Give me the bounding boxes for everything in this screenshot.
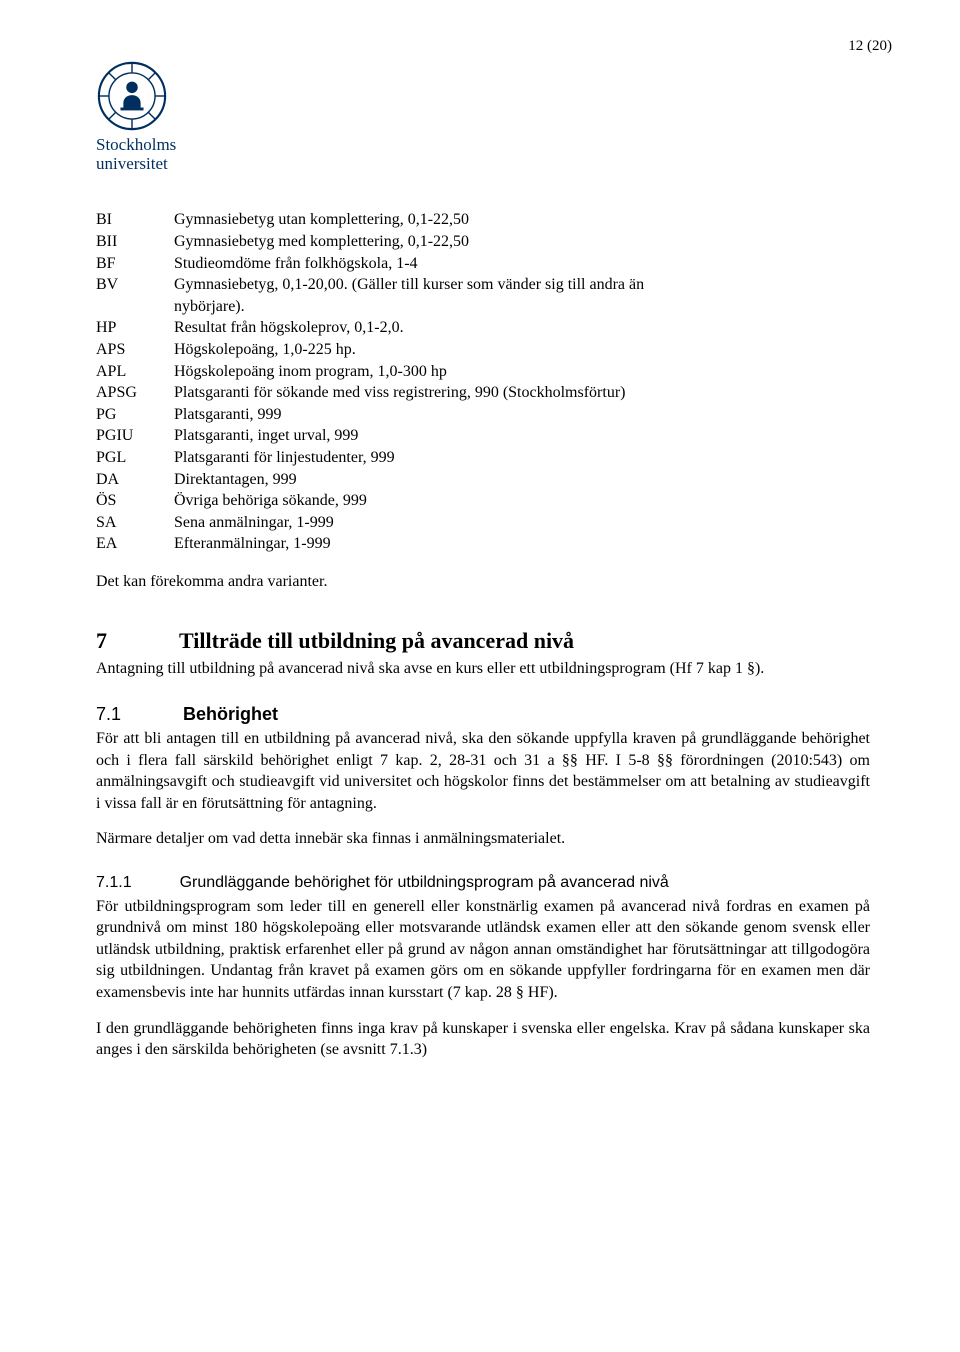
page-number: 12 (20) — [848, 36, 892, 56]
def-code: BF — [96, 253, 174, 275]
def-desc: Platsgaranti, inget urval, 999 — [174, 425, 870, 447]
def-desc: Studieomdöme från folkhögskola, 1-4 — [174, 253, 870, 275]
def-row: nybörjare). — [96, 296, 870, 318]
def-code: DA — [96, 469, 174, 491]
section-7-1-body: För att bli antagen till en utbildning p… — [96, 728, 870, 814]
def-desc: Sena anmälningar, 1-999 — [174, 512, 870, 534]
def-row: PGLPlatsgaranti för linjestudenter, 999 — [96, 447, 870, 469]
def-row: SASena anmälningar, 1-999 — [96, 512, 870, 534]
def-code: BI — [96, 209, 174, 231]
section-number: 7.1 — [96, 702, 121, 726]
def-code: HP — [96, 317, 174, 339]
def-desc: Gymnasiebetyg, 0,1-20,00. (Gäller till k… — [174, 274, 870, 296]
logo-line2: universitet — [96, 155, 176, 174]
def-row: EAEfteranmälningar, 1-999 — [96, 533, 870, 555]
def-desc: Direktantagen, 999 — [174, 469, 870, 491]
def-row: APSHögskolepoäng, 1,0-225 hp. — [96, 339, 870, 361]
def-row: PGPlatsgaranti, 999 — [96, 404, 870, 426]
def-row: HPResultat från högskoleprov, 0,1-2,0. — [96, 317, 870, 339]
def-code: APL — [96, 361, 174, 383]
def-row: APSGPlatsgaranti för sökande med viss re… — [96, 382, 870, 404]
def-code: SA — [96, 512, 174, 534]
def-code: ÖS — [96, 490, 174, 512]
section-title: Grundläggande behörighet för utbildnings… — [180, 872, 669, 894]
def-code: PGIU — [96, 425, 174, 447]
def-row: BFStudieomdöme från folkhögskola, 1-4 — [96, 253, 870, 275]
def-code: APS — [96, 339, 174, 361]
def-desc: Platsgaranti för linjestudenter, 999 — [174, 447, 870, 469]
section-7-1-body2: Närmare detaljer om vad detta innebär sk… — [96, 828, 870, 850]
definitions-list: BIGymnasiebetyg utan komplettering, 0,1-… — [96, 209, 870, 555]
def-row: APLHögskolepoäng inom program, 1,0-300 h… — [96, 361, 870, 383]
university-logo: Stockholms universitet — [96, 60, 870, 173]
section-7-intro: Antagning till utbildning på avancerad n… — [96, 658, 870, 680]
crest-icon — [96, 60, 168, 132]
section-7-1-heading: 7.1 Behörighet — [96, 702, 870, 726]
def-desc: Platsgaranti, 999 — [174, 404, 870, 426]
section-7-heading: 7 Tillträde till utbildning på avancerad… — [96, 626, 870, 656]
variants-note: Det kan förekomma andra varianter. — [96, 571, 870, 593]
section-7-1-1-heading: 7.1.1 Grundläggande behörighet för utbil… — [96, 872, 870, 894]
def-row: DADirektantagen, 999 — [96, 469, 870, 491]
def-desc: Högskolepoäng inom program, 1,0-300 hp — [174, 361, 870, 383]
def-desc: Resultat från högskoleprov, 0,1-2,0. — [174, 317, 870, 339]
def-row: BVGymnasiebetyg, 0,1-20,00. (Gäller till… — [96, 274, 870, 296]
def-desc: Högskolepoäng, 1,0-225 hp. — [174, 339, 870, 361]
section-7-1-1-body: För utbildningsprogram som leder till en… — [96, 896, 870, 1004]
logo-text: Stockholms universitet — [96, 136, 176, 173]
def-code: BV — [96, 274, 174, 296]
def-desc: Gymnasiebetyg utan komplettering, 0,1-22… — [174, 209, 870, 231]
section-title: Behörighet — [183, 702, 278, 726]
def-code: BII — [96, 231, 174, 253]
def-code — [96, 296, 174, 318]
def-row: BIIGymnasiebetyg med komplettering, 0,1-… — [96, 231, 870, 253]
def-desc: Gymnasiebetyg med komplettering, 0,1-22,… — [174, 231, 870, 253]
section-7-1-1-body2: I den grundläggande behörigheten finns i… — [96, 1018, 870, 1061]
def-code: APSG — [96, 382, 174, 404]
def-desc: Platsgaranti för sökande med viss regist… — [174, 382, 870, 404]
def-code: PG — [96, 404, 174, 426]
def-row: ÖSÖvriga behöriga sökande, 999 — [96, 490, 870, 512]
logo-line1: Stockholms — [96, 136, 176, 155]
def-desc: nybörjare). — [174, 296, 870, 318]
def-row: PGIUPlatsgaranti, inget urval, 999 — [96, 425, 870, 447]
section-title: Tillträde till utbildning på avancerad n… — [179, 626, 574, 656]
section-number: 7.1.1 — [96, 872, 132, 894]
section-number: 7 — [96, 626, 107, 656]
def-code: EA — [96, 533, 174, 555]
def-row: BIGymnasiebetyg utan komplettering, 0,1-… — [96, 209, 870, 231]
def-desc: Efteranmälningar, 1-999 — [174, 533, 870, 555]
def-code: PGL — [96, 447, 174, 469]
def-desc: Övriga behöriga sökande, 999 — [174, 490, 870, 512]
